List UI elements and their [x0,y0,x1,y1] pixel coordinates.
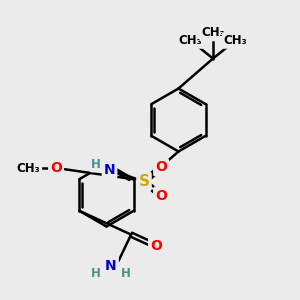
Text: O: O [150,239,162,253]
Text: S: S [139,174,149,189]
Text: N: N [105,259,117,272]
Text: H: H [121,267,131,280]
Text: H: H [92,158,101,171]
Text: O: O [50,161,62,175]
Text: CH₃: CH₃ [178,34,203,47]
Text: CH₃: CH₃ [16,161,40,175]
Text: CH₃: CH₃ [201,26,225,40]
Text: O: O [155,160,167,174]
Text: CH₃: CH₃ [224,34,248,47]
Text: O: O [155,189,167,202]
Text: N: N [104,163,115,176]
Text: H: H [91,267,101,280]
